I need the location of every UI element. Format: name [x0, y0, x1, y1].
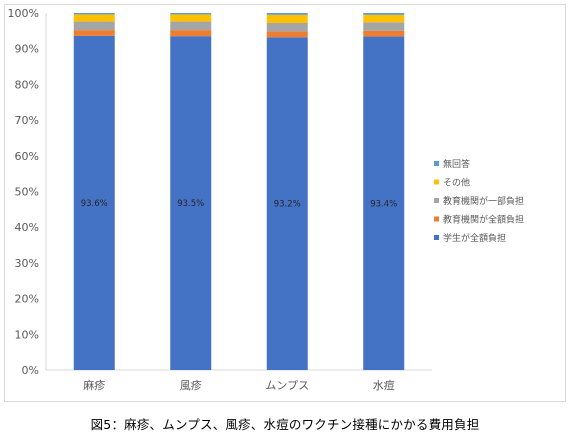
- y-tick-label: 60%: [15, 150, 39, 163]
- legend-swatch: [434, 198, 439, 203]
- y-tick-label: 20%: [15, 293, 39, 306]
- y-tick-label: 30%: [15, 257, 39, 270]
- legend-label: 学生が全額負担: [443, 232, 506, 244]
- bar-segment: [266, 37, 308, 370]
- x-tick-label: 風疹: [180, 378, 202, 392]
- x-tick-label: 麻疹: [83, 378, 105, 392]
- bar-segment: [266, 13, 308, 15]
- legend-label: その他: [443, 177, 470, 189]
- y-tick-label: 100%: [8, 7, 39, 20]
- y-tick-label: 10%: [15, 328, 39, 341]
- legend-label: 教育機関が全額負担: [443, 214, 524, 226]
- data-label: 93.5%: [177, 199, 204, 209]
- bar-segment: [363, 22, 405, 31]
- legend-label: 無回答: [443, 158, 470, 170]
- data-label: 93.2%: [274, 200, 301, 210]
- bar-segment: [170, 36, 212, 371]
- x-tick-label: ムンプス: [265, 379, 309, 392]
- y-tick-label: 40%: [15, 221, 39, 234]
- bar-segment: [266, 22, 308, 32]
- bar-segment: [170, 14, 212, 22]
- bar-segment: [170, 21, 212, 31]
- figure-caption: 図5：麻疹、ムンプス、風疹、水痘のワクチン接種にかかる費用負担: [90, 417, 480, 432]
- bar-segment: [73, 14, 115, 22]
- legend-label: 教育機関が一部負担: [443, 195, 524, 207]
- bar-segment: [170, 30, 212, 37]
- bar-segment: [73, 21, 115, 31]
- bar-segment: [73, 30, 115, 36]
- bar-segment: [363, 14, 405, 23]
- bar-segment: [73, 13, 115, 15]
- bar-segment: [170, 13, 212, 15]
- bar-segment: [266, 31, 308, 38]
- bar-segment: [73, 35, 115, 371]
- bar-segment: [363, 13, 405, 15]
- bar-segment: [363, 36, 405, 370]
- y-tick-label: 90%: [15, 43, 39, 56]
- legend-swatch: [434, 179, 439, 185]
- y-tick-label: 80%: [15, 78, 39, 91]
- bar-segment: [363, 30, 405, 37]
- legend-swatch: [434, 161, 439, 166]
- y-tick-label: 50%: [15, 186, 39, 199]
- data-label: 93.4%: [370, 199, 397, 209]
- legend-swatch: [434, 216, 439, 222]
- y-tick-label: 0%: [22, 364, 39, 377]
- bar-segment: [266, 14, 308, 23]
- y-tick-label: 70%: [15, 114, 39, 127]
- x-tick-label: 水痘: [373, 378, 395, 392]
- legend-swatch: [434, 235, 439, 240]
- data-label: 93.6%: [81, 199, 108, 209]
